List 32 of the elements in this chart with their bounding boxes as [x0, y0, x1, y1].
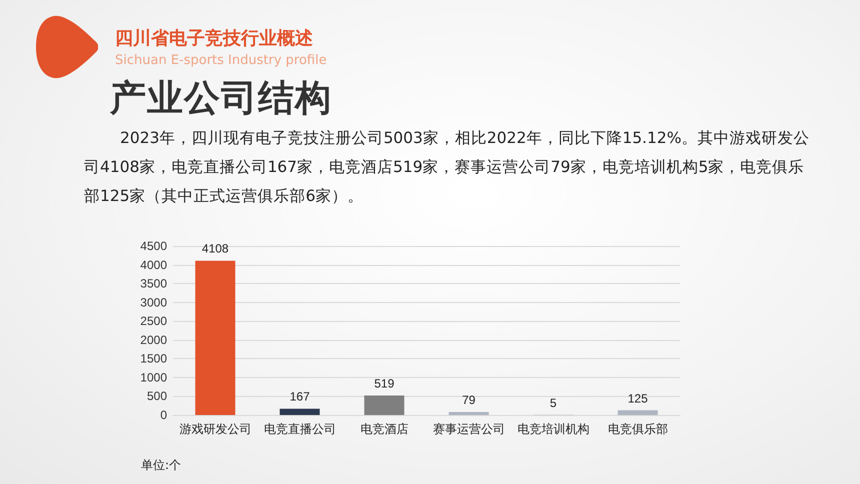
chart-title: 产业公司结构	[110, 77, 332, 121]
y-tick-label: 1500	[140, 352, 168, 366]
y-tick-label: 3500	[140, 276, 168, 291]
text: 四川省电子竞技行业概述	[115, 27, 313, 50]
y-tick-label: 2500	[140, 314, 168, 328]
x-tick-label: 电竞培训机构	[517, 422, 590, 436]
y-tick-label: 2000	[140, 332, 168, 347]
text: Sichuan E-sports Industry profile	[115, 53, 327, 68]
data-label: 79	[462, 393, 476, 408]
y-tick-label: 1000	[140, 370, 168, 384]
bar	[364, 396, 404, 415]
bar	[280, 408, 320, 415]
data-label: 125	[628, 391, 648, 406]
text: 2023年，四川现有电子竞技注册公司5003家，相比2022年，同比下降15.12%。其中游戏研发公司4108家，电竞直播公司167家，电竞酒店519家，赛事运营公司79家，电竞培训机构5家，电竞俱乐部125家（其中正式运营俱乐部6家）。	[84, 128, 810, 207]
data-label: 4108	[202, 242, 229, 256]
x-tick-label: 赛事运营公司	[432, 422, 505, 436]
x-tick-label: 电竞直播公司	[264, 422, 336, 436]
y-tick-label: 4000	[140, 258, 168, 272]
bar	[448, 412, 489, 415]
x-tick-label: 游戏研发公司	[179, 422, 252, 436]
x-tick-label: 电竞俱乐部	[608, 422, 668, 436]
y-tick-label: 3000	[140, 295, 168, 310]
data-label: 5	[550, 396, 557, 410]
y-tick-label: 0	[160, 408, 168, 422]
data-label: 519	[374, 376, 395, 391]
y-tick-label: 500	[146, 389, 168, 404]
bar	[618, 410, 658, 415]
text: 单位:个	[141, 457, 182, 474]
x-tick-label: 电竞酒店	[360, 422, 408, 436]
y-tick-label: 4500	[140, 239, 168, 253]
bar	[195, 260, 236, 415]
data-label: 167	[290, 390, 310, 404]
